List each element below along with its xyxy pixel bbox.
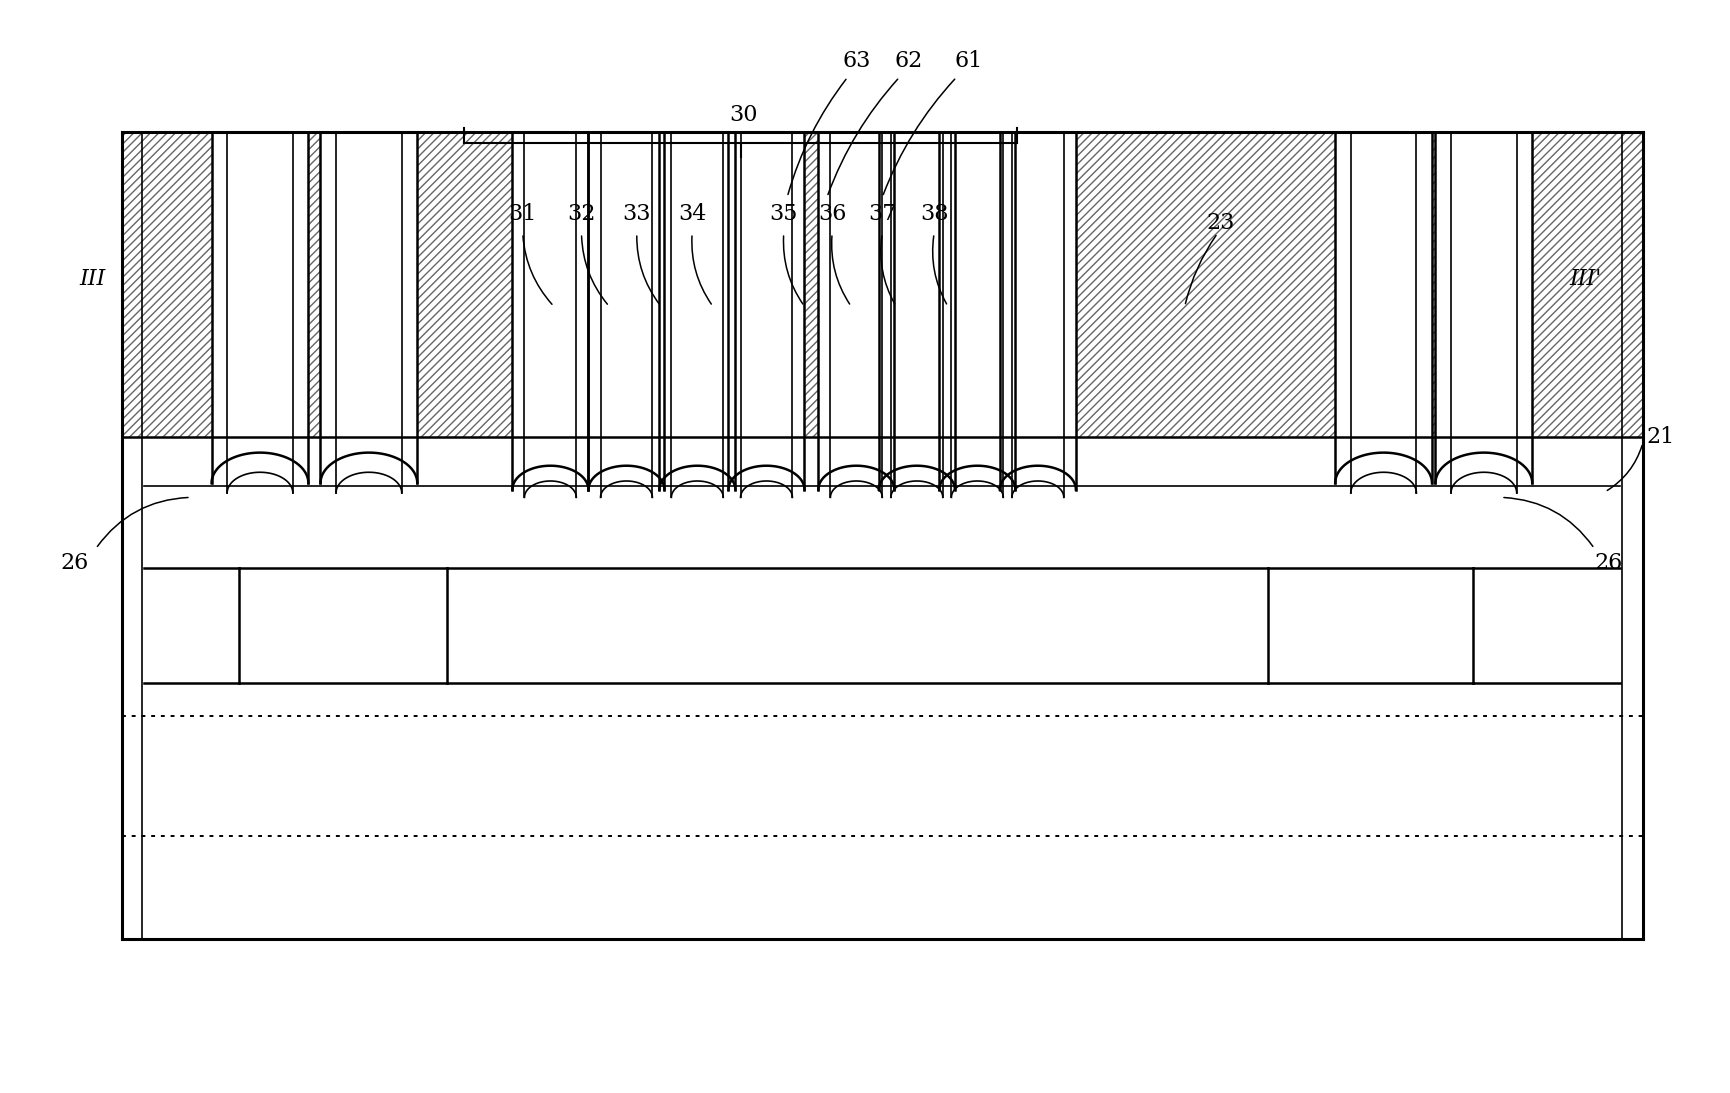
Bar	[600, 131, 652, 497]
Bar	[1000, 131, 1076, 490]
Polygon shape	[671, 481, 723, 497]
Bar	[512, 131, 588, 490]
Polygon shape	[952, 481, 1003, 497]
Bar	[524, 131, 576, 497]
Text: 63: 63	[843, 50, 870, 72]
Text: 61: 61	[955, 50, 983, 72]
Polygon shape	[1012, 481, 1064, 497]
Text: 30: 30	[730, 104, 758, 127]
Bar	[879, 131, 955, 490]
Text: 33: 33	[623, 202, 650, 224]
Bar	[320, 131, 417, 483]
Bar	[671, 131, 723, 497]
Polygon shape	[227, 472, 292, 493]
Polygon shape	[1451, 472, 1517, 493]
Text: III': III'	[1569, 268, 1602, 290]
Text: 21: 21	[1647, 426, 1675, 448]
Bar	[336, 131, 401, 493]
Polygon shape	[1351, 472, 1417, 493]
Text: 37: 37	[868, 202, 896, 224]
Bar	[588, 131, 664, 490]
Bar	[939, 131, 1016, 490]
Text: 34: 34	[678, 202, 706, 224]
Bar	[1451, 131, 1517, 493]
Bar	[121, 131, 1643, 437]
Polygon shape	[600, 481, 652, 497]
Text: 31: 31	[509, 202, 536, 224]
Polygon shape	[524, 481, 576, 497]
Text: 23: 23	[1208, 212, 1235, 234]
Bar	[1336, 131, 1432, 483]
Bar	[659, 131, 735, 490]
Bar	[830, 131, 882, 497]
Polygon shape	[336, 472, 401, 493]
Bar	[1351, 131, 1417, 493]
Text: 32: 32	[567, 202, 595, 224]
Text: 26: 26	[61, 552, 90, 574]
Text: 36: 36	[818, 202, 846, 224]
Bar	[891, 131, 943, 497]
Bar	[1436, 131, 1533, 483]
Bar	[740, 131, 792, 497]
Polygon shape	[891, 481, 943, 497]
Bar	[952, 131, 1003, 497]
Bar	[227, 131, 292, 493]
Text: III: III	[80, 268, 106, 290]
Bar	[728, 131, 804, 490]
Bar	[211, 131, 308, 483]
Polygon shape	[830, 481, 882, 497]
Text: 26: 26	[1593, 552, 1623, 574]
Bar	[1012, 131, 1064, 497]
Text: 35: 35	[770, 202, 798, 224]
Text: 38: 38	[920, 202, 948, 224]
Text: 62: 62	[894, 50, 922, 72]
Bar	[818, 131, 894, 490]
Polygon shape	[740, 481, 792, 497]
